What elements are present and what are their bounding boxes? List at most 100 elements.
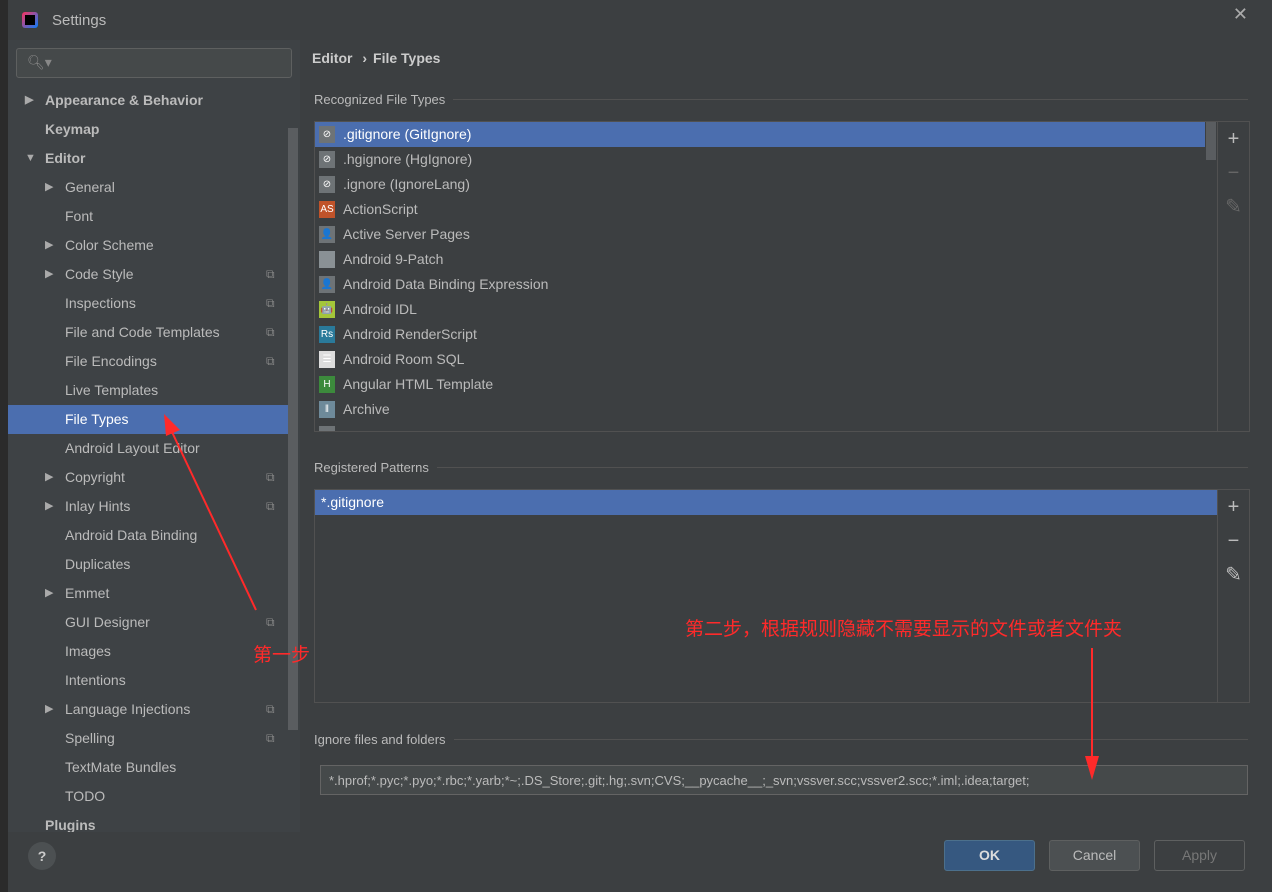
sidebar-item-code-style[interactable]: ▶ Code Style ⧉: [8, 260, 300, 289]
remove-file-type-button[interactable]: −: [1227, 162, 1240, 184]
file-type-label: Angular HTML Template: [343, 376, 494, 392]
chevron-right-icon[interactable]: ▶: [45, 181, 54, 193]
file-type-label: Active Server Pages: [343, 226, 470, 242]
chevron-right-icon[interactable]: ▶: [45, 471, 54, 483]
cancel-button[interactable]: Cancel: [1049, 840, 1140, 871]
actionscript-icon: AS: [319, 201, 335, 218]
sidebar-item-spelling[interactable]: Spelling ⧉: [8, 724, 300, 753]
sidebar-item-inspections[interactable]: Inspections ⧉: [8, 289, 300, 318]
file-type-row[interactable]: 👤 Android Data Binding Expression: [315, 272, 1205, 297]
sidebar-item-inlay-hints[interactable]: ▶ Inlay Hints ⧉: [8, 492, 300, 521]
ignore-section-header: Ignore files and folders: [314, 732, 1248, 747]
settings-tree: ▶ Appearance & Behavior Keymap ▼ Editor ▶ Gene…: [8, 86, 300, 832]
sidebar-item-file-and-code-templates[interactable]: File and Code Templates ⧉: [8, 318, 300, 347]
folder-icon: [319, 251, 335, 268]
chevron-down-icon[interactable]: ▼: [25, 152, 36, 164]
file-type-row[interactable]: ☰ Android Room SQL: [315, 347, 1205, 372]
sidebar-item-images[interactable]: Images: [8, 637, 300, 666]
sidebar-item-file-types[interactable]: File Types: [8, 405, 288, 434]
project-scope-icon: ⧉: [266, 354, 275, 368]
sidebar-item-intentions[interactable]: Intentions: [8, 666, 300, 695]
file-type-label: .ignore (IgnoreLang): [343, 176, 470, 192]
breadcrumb-parent[interactable]: Editor: [312, 50, 353, 66]
file-type-label: .hgignore (HgIgnore): [343, 151, 473, 167]
file-type-row[interactable]: H Angular HTML Template: [315, 372, 1205, 397]
sidebar-item-label: Intentions: [65, 672, 126, 688]
sidebar-item-android-data-binding[interactable]: Android Data Binding: [8, 521, 300, 550]
sidebar-item-emmet[interactable]: ▶ Emmet: [8, 579, 300, 608]
settings-search-input[interactable]: 🔍︎▾: [16, 48, 292, 78]
sidebar-item-label: File and Code Templates: [65, 324, 220, 340]
edit-file-type-button[interactable]: ✎: [1225, 196, 1242, 218]
chevron-right-icon[interactable]: ▶: [45, 587, 54, 599]
recognized-section-header: Recognized File Types: [314, 92, 1248, 107]
project-scope-icon: ⧉: [266, 296, 275, 310]
arrow-step2-head: [1085, 756, 1099, 780]
remove-pattern-button[interactable]: −: [1227, 530, 1240, 552]
sidebar-item-color-scheme[interactable]: ▶ Color Scheme: [8, 231, 300, 260]
search-icon: 🔍︎▾: [27, 54, 52, 70]
chevron-right-icon[interactable]: ▶: [45, 268, 54, 280]
sidebar-item-duplicates[interactable]: Duplicates: [8, 550, 300, 579]
sidebar-scrollbar[interactable]: [288, 128, 298, 730]
apply-button[interactable]: Apply: [1154, 840, 1245, 871]
recognized-file-types-list: ⊘ .gitignore (GitIgnore) ⊘ .hgignore (HgIgn…: [314, 121, 1250, 432]
sidebar-item-label: Inlay Hints: [65, 498, 131, 514]
asp-file-icon: 👤: [319, 226, 335, 243]
file-type-row[interactable]: 👤 Active Server Pages: [315, 222, 1205, 247]
sidebar-item-live-templates[interactable]: Live Templates: [8, 376, 300, 405]
registered-patterns-list: *.gitignore + − ✎: [314, 489, 1250, 703]
file-type-label: Android RenderScript: [343, 326, 477, 342]
chevron-right-icon[interactable]: ▶: [45, 239, 54, 251]
file-type-toolbar: + − ✎: [1217, 122, 1249, 431]
ignore-file-icon: ⊘: [319, 126, 335, 143]
sidebar-item-file-encodings[interactable]: File Encodings ⧉: [8, 347, 300, 376]
sidebar-item-label: GUI Designer: [65, 614, 150, 630]
file-type-row[interactable]: ‖ Archive: [315, 397, 1205, 422]
patterns-section-header: Registered Patterns: [314, 460, 1248, 475]
file-type-row[interactable]: [315, 422, 1205, 431]
breadcrumb-current: File Types: [373, 50, 441, 66]
sidebar-item-editor[interactable]: ▼ Editor: [8, 144, 300, 173]
chevron-right-icon[interactable]: ▶: [45, 703, 54, 715]
sidebar-item-label: Android Data Binding: [65, 527, 198, 543]
sidebar-item-copyright[interactable]: ▶ Copyright ⧉: [8, 463, 300, 492]
sidebar-item-label: General: [65, 179, 115, 195]
chevron-right-icon[interactable]: ▶: [25, 94, 34, 106]
html-file-icon: H: [319, 376, 335, 393]
sidebar-item-gui-designer[interactable]: GUI Designer ⧉: [8, 608, 300, 637]
edit-pattern-button[interactable]: ✎: [1225, 564, 1242, 586]
file-type-row[interactable]: Android 9-Patch: [315, 247, 1205, 272]
file-type-row[interactable]: ⊘ .gitignore (GitIgnore): [315, 122, 1205, 147]
breadcrumb: Editor › File Types: [312, 50, 440, 66]
sidebar-item-font[interactable]: Font: [8, 202, 300, 231]
sidebar-item-plugins[interactable]: Plugins: [8, 811, 300, 832]
list-scrollbar[interactable]: [1206, 122, 1216, 160]
section-title: Ignore files and folders: [314, 732, 446, 747]
sidebar-item-appearance-behavior[interactable]: ▶ Appearance & Behavior: [8, 86, 300, 115]
sidebar-item-label: Images: [65, 643, 111, 659]
file-type-row[interactable]: ⊘ .hgignore (HgIgnore): [315, 147, 1205, 172]
sidebar-item-keymap[interactable]: Keymap: [8, 115, 300, 144]
sidebar-item-language-injections[interactable]: ▶ Language Injections ⧉: [8, 695, 300, 724]
sidebar-item-label: Android Layout Editor: [65, 440, 200, 456]
sidebar-item-android-layout-editor[interactable]: Android Layout Editor: [8, 434, 300, 463]
sidebar-item-todo[interactable]: TODO: [8, 782, 300, 811]
sidebar-item-label: Duplicates: [65, 556, 131, 572]
sidebar-item-general[interactable]: ▶ General: [8, 173, 300, 202]
close-icon[interactable]: ✕: [1232, 4, 1248, 24]
file-type-row[interactable]: Rs Android RenderScript: [315, 322, 1205, 347]
file-type-row[interactable]: AS ActionScript: [315, 197, 1205, 222]
add-pattern-button[interactable]: +: [1227, 496, 1240, 518]
sidebar-item-textmate-bundles[interactable]: TextMate Bundles: [8, 753, 300, 782]
add-file-type-button[interactable]: +: [1227, 128, 1240, 150]
file-type-label: Android 9-Patch: [343, 251, 444, 267]
help-button[interactable]: ?: [28, 842, 56, 870]
file-type-row[interactable]: 🤖 Android IDL: [315, 297, 1205, 322]
ok-button[interactable]: OK: [944, 840, 1035, 871]
file-type-row[interactable]: ⊘ .ignore (IgnoreLang): [315, 172, 1205, 197]
sidebar: 🔍︎▾ ▶ Appearance & Behavior Keymap ▼ Editor ▶…: [8, 40, 300, 832]
pattern-row[interactable]: *.gitignore: [315, 490, 1217, 515]
chevron-right-icon[interactable]: ▶: [45, 500, 54, 512]
